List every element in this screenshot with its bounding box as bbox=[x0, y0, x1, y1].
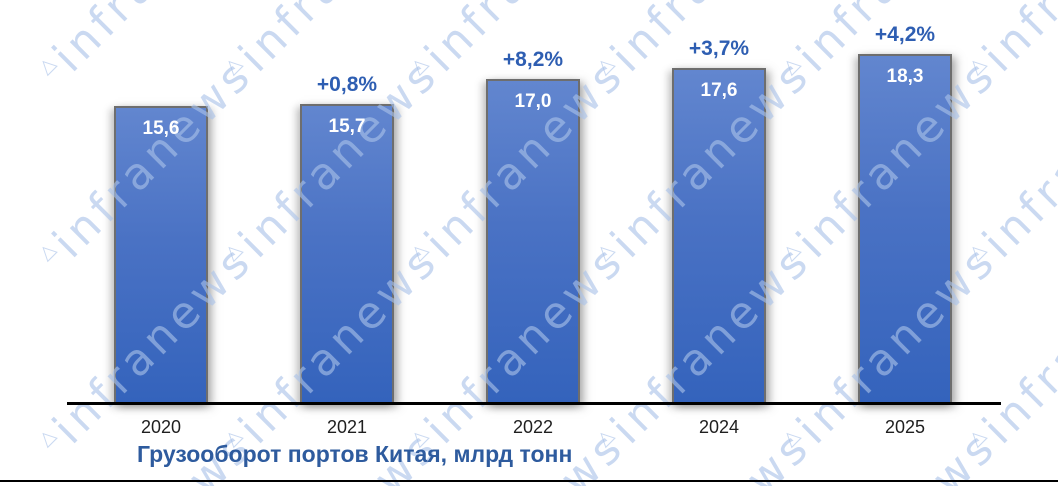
x-axis-label: 2025 bbox=[884, 417, 926, 437]
watermark-triangle-icon: △ bbox=[963, 238, 990, 265]
bar-2020 bbox=[114, 106, 208, 404]
watermark-triangle-icon: △ bbox=[963, 424, 990, 451]
bar-value-label: 18,3 bbox=[886, 66, 924, 87]
watermark-triangle-icon: △ bbox=[591, 424, 618, 451]
x-axis-label: 2021 bbox=[326, 417, 368, 437]
bar-value-label: 15,6 bbox=[142, 118, 180, 139]
x-axis-line bbox=[67, 402, 1001, 405]
bar-value-label: 15,7 bbox=[328, 116, 366, 137]
watermark-triangle-icon: △ bbox=[33, 238, 60, 265]
watermark-text: △infranews bbox=[963, 48, 1058, 268]
x-axis-label: 2020 bbox=[140, 417, 182, 437]
x-axis-label: 2022 bbox=[512, 417, 554, 437]
watermark-triangle-icon: △ bbox=[219, 238, 246, 265]
watermark-text: △infranews bbox=[393, 0, 635, 91]
watermark-triangle-icon: △ bbox=[33, 424, 60, 451]
bar-value-label: 17,0 bbox=[514, 91, 552, 112]
watermark-triangle-icon: △ bbox=[963, 52, 990, 79]
watermark-triangle-icon: △ bbox=[591, 238, 618, 265]
bar-2025 bbox=[858, 54, 952, 404]
chart-title: Грузооборот портов Китая, млрд тонн bbox=[137, 441, 573, 467]
x-axis-label: 2024 bbox=[698, 417, 740, 437]
watermark-triangle-icon: △ bbox=[33, 52, 60, 79]
bar-2021 bbox=[300, 104, 394, 404]
watermark-triangle-icon: △ bbox=[219, 52, 246, 79]
bottom-border-line bbox=[0, 480, 1058, 482]
growth-label: +4,2% bbox=[874, 23, 936, 46]
watermark-triangle-icon: △ bbox=[405, 238, 432, 265]
growth-label: +8,2% bbox=[502, 48, 564, 71]
growth-label: +0,8% bbox=[316, 73, 378, 96]
bar-2024 bbox=[672, 68, 766, 404]
watermark-triangle-icon: △ bbox=[777, 424, 804, 451]
bar-value-label: 17,6 bbox=[700, 80, 738, 101]
watermark-text: △infranews bbox=[963, 234, 1058, 454]
bar-2022 bbox=[486, 79, 580, 404]
watermark-text: △infranews bbox=[21, 0, 263, 91]
watermark-text: △infranews bbox=[951, 411, 1058, 486]
watermark-triangle-icon: △ bbox=[777, 238, 804, 265]
growth-label: +3,7% bbox=[688, 37, 750, 60]
